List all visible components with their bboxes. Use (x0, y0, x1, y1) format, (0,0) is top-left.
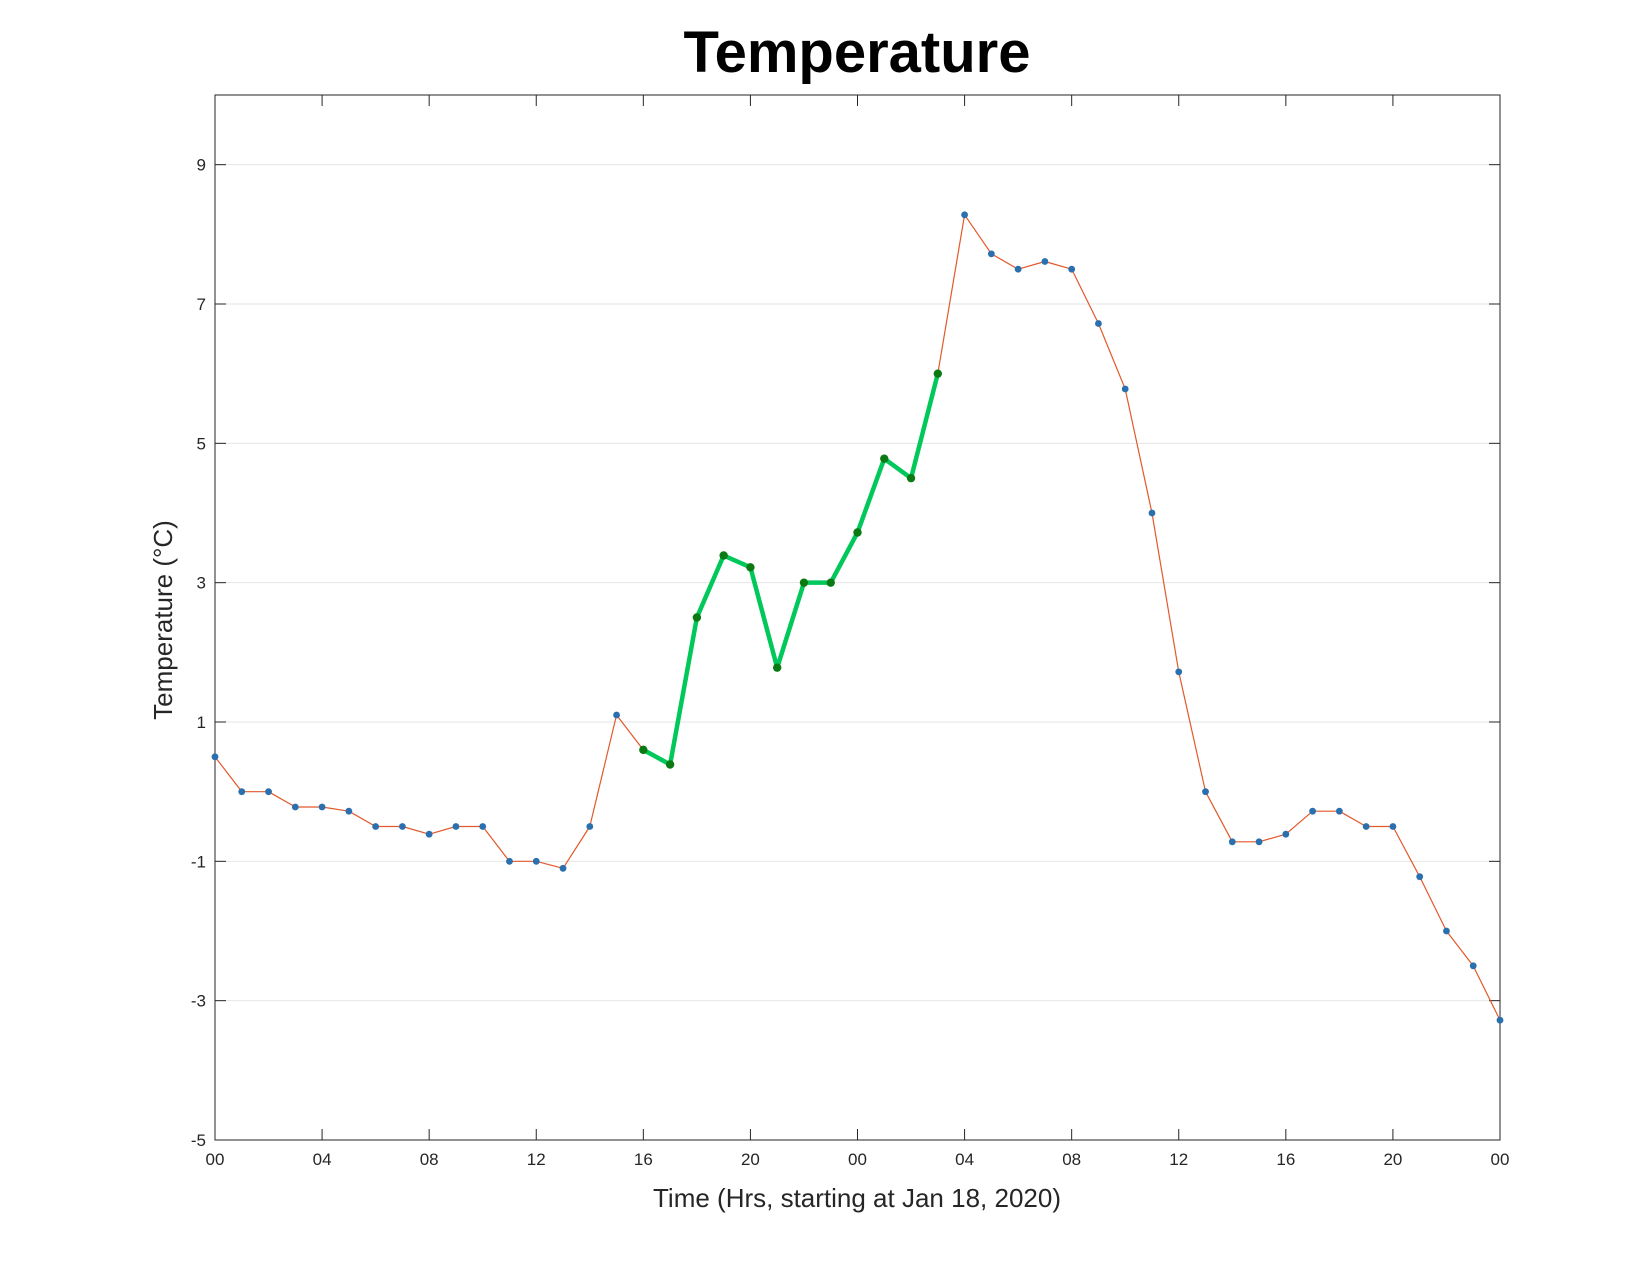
x-tick-label: 20 (1383, 1150, 1402, 1169)
data-point-temperature (211, 753, 219, 761)
data-point-temperature (1095, 320, 1102, 327)
x-tick-label: 16 (634, 1150, 653, 1169)
chart-title: Temperature (683, 20, 1030, 85)
x-tick-label: 16 (1276, 1150, 1295, 1169)
data-point-temperature (1202, 788, 1209, 796)
data-point-temperature (559, 864, 567, 872)
data-point-temperature (1175, 668, 1183, 676)
data-point-temperature (1148, 509, 1156, 517)
y-tick-label: 1 (197, 713, 206, 732)
series-line-temperature (214, 214, 1501, 1021)
data-point-highlight (906, 473, 916, 483)
data-point-temperature (398, 823, 406, 830)
data-point-highlight (746, 563, 755, 572)
data-point-highlight (719, 551, 728, 560)
data-point-temperature (586, 823, 594, 830)
series-highlight (639, 369, 943, 769)
y-tick-label: 9 (197, 156, 206, 175)
data-point-temperature (1068, 265, 1076, 273)
x-tick-label: 12 (527, 1150, 546, 1169)
data-point-temperature (372, 823, 380, 830)
data-point-temperature (1389, 823, 1397, 830)
x-tick-label: 04 (955, 1150, 974, 1169)
data-point-temperature (1416, 873, 1424, 881)
data-point-temperature (613, 711, 620, 719)
data-point-highlight (853, 528, 862, 537)
data-point-temperature (345, 807, 353, 815)
x-tick-label: 20 (741, 1150, 760, 1169)
data-point-temperature (452, 823, 460, 830)
data-point-temperature (1255, 838, 1263, 846)
y-tick-label: -1 (191, 852, 206, 871)
y-tick-label: 7 (197, 295, 206, 314)
data-point-temperature (506, 857, 513, 865)
data-point-temperature (1014, 265, 1022, 273)
data-series (211, 211, 1504, 1024)
x-axis-label: Time (Hrs, starting at Jan 18, 2020) (653, 1183, 1061, 1213)
data-point-temperature (1335, 807, 1343, 815)
data-point-highlight (639, 745, 648, 755)
data-point-highlight (692, 613, 702, 622)
series-line-highlight (641, 371, 941, 767)
series-temperature (211, 211, 1504, 1024)
plot-area (214, 94, 1501, 1141)
data-point-highlight (933, 369, 943, 378)
x-tick-label: 00 (206, 1150, 225, 1169)
y-axis-label: Temperature (°C) (148, 520, 178, 720)
data-point-highlight (665, 760, 675, 769)
data-point-highlight (772, 663, 782, 672)
data-point-temperature (479, 823, 487, 830)
data-point-temperature (1121, 385, 1129, 393)
data-point-temperature (291, 803, 299, 811)
data-point-temperature (1041, 258, 1049, 265)
y-tick-label: 5 (197, 434, 206, 453)
x-tick-label: 08 (420, 1150, 439, 1169)
data-point-temperature (318, 803, 326, 811)
data-point-temperature (238, 788, 246, 796)
data-point-highlight (799, 578, 809, 587)
data-point-temperature (1469, 962, 1477, 970)
data-point-temperature (987, 250, 995, 258)
x-tick-label: 00 (1491, 1150, 1510, 1169)
y-tick-label: -3 (191, 992, 206, 1011)
x-tick-label: 04 (313, 1150, 332, 1169)
y-tick-label: 3 (197, 574, 206, 593)
data-point-temperature (1309, 807, 1317, 815)
data-point-temperature (1228, 838, 1236, 846)
data-point-highlight (826, 578, 835, 587)
data-point-temperature (265, 788, 272, 796)
data-point-temperature (1443, 927, 1450, 935)
x-tick-label: 12 (1169, 1150, 1188, 1169)
data-point-temperature (961, 211, 968, 219)
data-point-temperature (1362, 823, 1370, 830)
data-point-temperature (1496, 1016, 1504, 1024)
x-tick-label: 00 (848, 1150, 867, 1169)
data-point-temperature (1282, 830, 1290, 838)
data-point-highlight (880, 454, 889, 463)
y-tick-label: -5 (191, 1131, 206, 1150)
grid-lines (215, 164, 1500, 1002)
data-point-temperature (425, 830, 433, 838)
x-tick-label: 08 (1062, 1150, 1081, 1169)
data-point-temperature (532, 857, 540, 865)
